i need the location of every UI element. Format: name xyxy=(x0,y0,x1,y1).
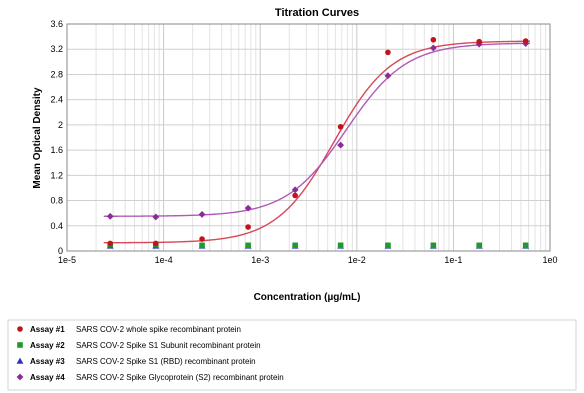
y-tick-label: 1.2 xyxy=(50,170,63,180)
data-point-assay-2 xyxy=(337,242,344,249)
data-point-assay-4 xyxy=(152,213,160,221)
y-tick-label: 2.8 xyxy=(50,69,63,79)
y-tick-label: 3.6 xyxy=(50,19,63,29)
data-point-assay-4 xyxy=(429,44,437,52)
data-point-assay-2 xyxy=(245,242,251,249)
legend-box xyxy=(7,319,577,391)
legend-marker-assay-1 xyxy=(17,326,23,332)
data-point-assay-1 xyxy=(522,38,529,44)
x-tick-label: 1e-3 xyxy=(251,255,269,265)
legend-name-assay-2: SARS COV-2 Spike S1 Subunit recombinant … xyxy=(76,341,261,350)
data-point-assay-2 xyxy=(199,242,205,249)
data-point-assay-4 xyxy=(337,141,345,149)
fit-curves xyxy=(103,40,530,244)
data-point-assay-1 xyxy=(337,123,344,130)
fit-curve-1 xyxy=(103,40,530,244)
y-tick-label: 2 xyxy=(58,120,63,130)
x-axis-label: Concentration (µg/mL) xyxy=(254,292,361,303)
legend-label-assay-3: Assay #3 xyxy=(30,357,65,366)
x-tick-label: 1e-1 xyxy=(444,255,462,265)
data-point-assay-4 xyxy=(106,212,114,220)
data-point-assay-1 xyxy=(199,236,205,242)
legend-name-assay-3: SARS COV-2 Spike S1 (RBD) recombinant pr… xyxy=(76,357,256,366)
legend-name-assay-4: SARS COV-2 Spike Glycoprotein (S2) recom… xyxy=(76,373,284,382)
y-tick-label: 3.2 xyxy=(50,44,63,54)
data-point-assay-1 xyxy=(292,192,298,199)
x-tick-label: 1e-2 xyxy=(348,255,366,265)
legend: Assay #1 SARS COV-2 whole spike recombina… xyxy=(7,319,577,391)
legend-label-assay-1: Assay #1 xyxy=(30,325,65,334)
data-point-assay-1 xyxy=(385,49,391,56)
plot-frame xyxy=(66,23,551,252)
data-point-assay-2 xyxy=(476,242,483,249)
data-point-assay-4 xyxy=(244,204,252,212)
x-tick-label: 1e-5 xyxy=(58,255,76,265)
x-tick-label: 1e-4 xyxy=(155,255,173,265)
data-point-assay-1 xyxy=(476,38,483,45)
legend-label-assay-2: Assay #2 xyxy=(30,341,65,350)
legend-label-assay-4: Assay #4 xyxy=(30,373,65,382)
y-tick-label: 0.4 xyxy=(50,221,63,231)
grid xyxy=(66,23,551,252)
y-axis-label: Mean Optical Density xyxy=(32,87,43,189)
chart-title: Titration Curves xyxy=(275,7,359,19)
legend-marker-assay-2 xyxy=(17,342,23,348)
data-point-assay-1 xyxy=(430,36,437,43)
data-point-assay-2 xyxy=(292,242,298,249)
data-point-assay-2 xyxy=(430,242,437,249)
y-tick-label: 2.4 xyxy=(50,95,63,105)
data-point-assay-1 xyxy=(107,240,113,247)
data-point-assay-4 xyxy=(198,211,206,218)
data-point-assay-1 xyxy=(152,240,159,247)
x-tick-label: 1e0 xyxy=(542,255,557,265)
fit-curve-4 xyxy=(103,42,530,217)
legend-marker-assay-4 xyxy=(16,373,24,381)
data-point-assay-2 xyxy=(385,242,391,249)
data-point-assay-4 xyxy=(291,186,299,194)
data-point-assay-2 xyxy=(522,242,529,249)
legend-marker-assay-3 xyxy=(16,357,24,364)
tick-labels: 1e-5 1e-4 1e-3 1e-2 1e-1 1e0 0 0.4 0.8 1.2 1.6 2 2.4… xyxy=(50,19,557,265)
y-tick-label: 0 xyxy=(58,246,63,256)
legend-name-assay-1: SARS COV-2 whole spike recombinant prote… xyxy=(76,325,241,334)
y-tick-label: 1.6 xyxy=(50,145,63,155)
data-points xyxy=(106,36,530,249)
y-tick-label: 0.8 xyxy=(50,196,63,206)
data-point-assay-4 xyxy=(384,72,392,80)
data-point-assay-1 xyxy=(245,224,251,230)
